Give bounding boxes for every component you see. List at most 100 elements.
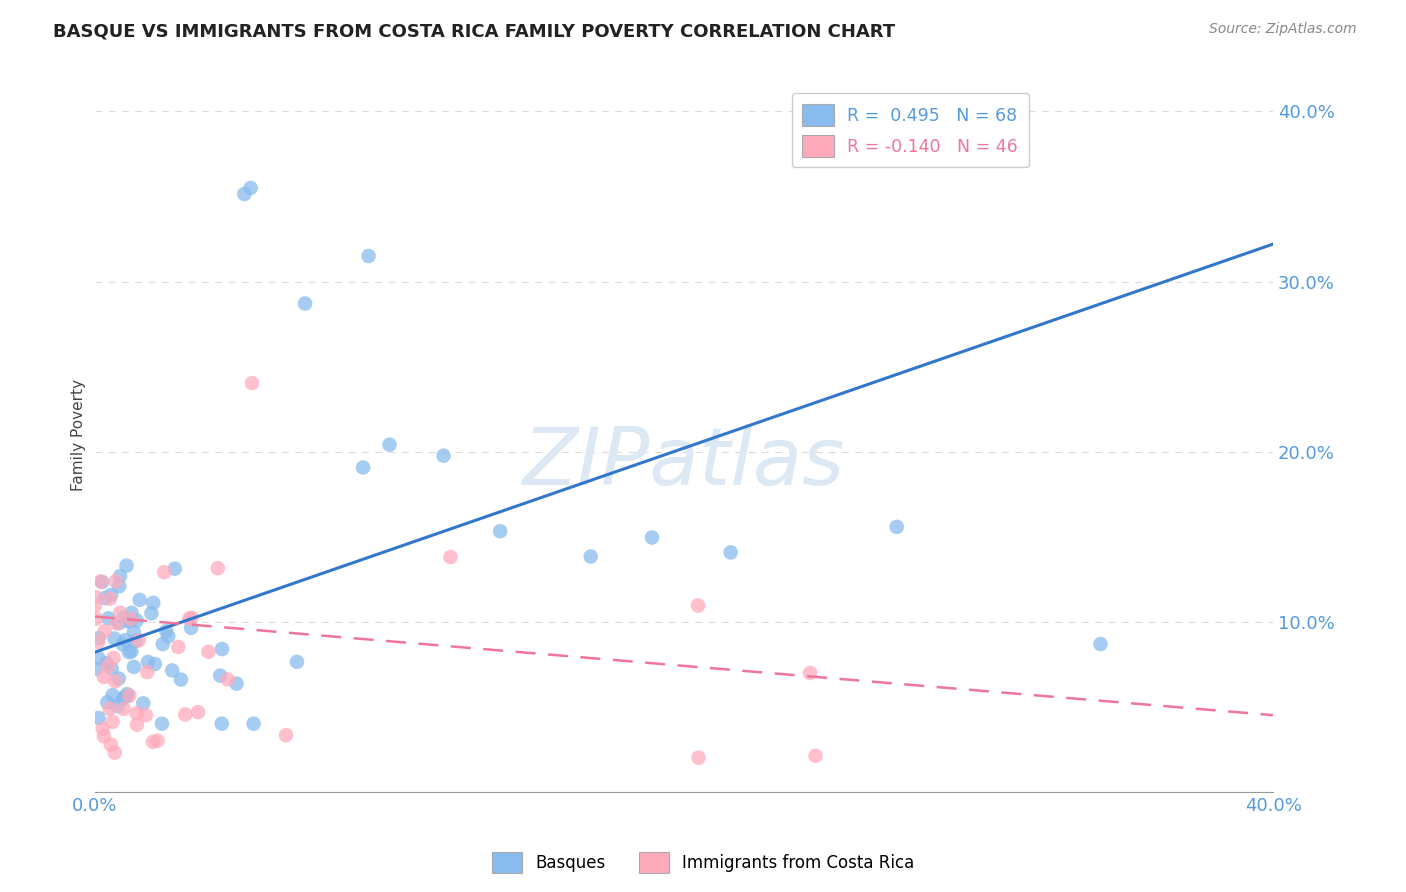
Point — [98, 701, 121, 715]
Point — [87, 631, 110, 645]
Point — [122, 625, 145, 640]
Point — [108, 569, 131, 583]
Point — [91, 574, 114, 589]
Point — [170, 673, 193, 687]
Point — [100, 662, 122, 676]
Point — [1090, 637, 1112, 651]
Point — [150, 716, 173, 731]
Point — [84, 599, 107, 613]
Point — [378, 437, 401, 451]
Point — [107, 672, 129, 686]
Point — [120, 612, 142, 626]
Point — [108, 606, 131, 620]
Text: BASQUE VS IMMIGRANTS FROM COSTA RICA FAMILY POVERTY CORRELATION CHART: BASQUE VS IMMIGRANTS FROM COSTA RICA FAM… — [53, 22, 896, 40]
Point — [136, 655, 159, 669]
Point — [120, 606, 142, 620]
Point — [187, 705, 209, 719]
Point — [211, 716, 233, 731]
Point — [91, 722, 114, 736]
Point — [146, 733, 169, 747]
Point — [87, 711, 110, 725]
Point — [93, 670, 115, 684]
Point — [117, 615, 139, 629]
Point — [225, 676, 247, 690]
Point — [128, 592, 150, 607]
Point — [111, 638, 134, 652]
Point — [136, 665, 159, 679]
Point — [886, 520, 908, 534]
Point — [128, 633, 150, 648]
Point — [115, 687, 138, 701]
Point — [160, 664, 183, 678]
Point — [720, 545, 742, 559]
Point — [118, 689, 141, 703]
Point — [103, 632, 125, 646]
Point — [108, 579, 131, 593]
Point — [94, 591, 117, 605]
Point — [84, 591, 107, 605]
Point — [167, 640, 190, 654]
Point — [239, 181, 262, 195]
Point — [489, 524, 512, 539]
Point — [124, 634, 146, 648]
Point — [233, 186, 256, 201]
Point — [688, 750, 710, 764]
Point — [209, 668, 232, 682]
Legend: R =  0.495   N = 68, R = -0.140   N = 46: R = 0.495 N = 68, R = -0.140 N = 46 — [792, 94, 1029, 168]
Text: ZIPatlas: ZIPatlas — [523, 424, 845, 502]
Point — [155, 624, 177, 638]
Point — [122, 660, 145, 674]
Point — [103, 651, 125, 665]
Point — [96, 695, 118, 709]
Point — [804, 748, 827, 763]
Point — [142, 735, 165, 749]
Point — [107, 699, 129, 714]
Point — [142, 596, 165, 610]
Point — [180, 611, 202, 625]
Point — [240, 376, 263, 390]
Point — [135, 708, 157, 723]
Point — [141, 607, 163, 621]
Point — [98, 591, 121, 606]
Point — [97, 659, 120, 673]
Point — [799, 665, 821, 680]
Point — [153, 565, 176, 579]
Point — [163, 562, 186, 576]
Point — [101, 714, 124, 729]
Text: Source: ZipAtlas.com: Source: ZipAtlas.com — [1209, 22, 1357, 37]
Point — [111, 691, 134, 706]
Point — [125, 717, 148, 731]
Point — [115, 690, 138, 704]
Point — [104, 746, 127, 760]
Point — [97, 611, 120, 625]
Point — [112, 690, 135, 705]
Point — [579, 549, 602, 564]
Point — [157, 629, 180, 643]
Point — [125, 614, 148, 628]
Point — [120, 644, 142, 658]
Point — [125, 706, 148, 721]
Point — [120, 613, 142, 627]
Point — [242, 716, 264, 731]
Point — [112, 610, 135, 624]
Point — [84, 662, 107, 676]
Point — [104, 574, 127, 589]
Point — [100, 738, 122, 752]
Point — [174, 707, 197, 722]
Point — [207, 561, 229, 575]
Point — [432, 449, 454, 463]
Point — [211, 642, 233, 657]
Point — [114, 633, 136, 648]
Point — [104, 674, 127, 689]
Point — [152, 637, 174, 651]
Point — [118, 645, 141, 659]
Point — [439, 549, 461, 564]
Point — [115, 558, 138, 573]
Point — [641, 531, 664, 545]
Point — [217, 673, 239, 687]
Point — [101, 688, 124, 702]
Point — [87, 651, 110, 665]
Point — [285, 655, 308, 669]
Point — [96, 656, 118, 670]
Point — [87, 635, 110, 649]
